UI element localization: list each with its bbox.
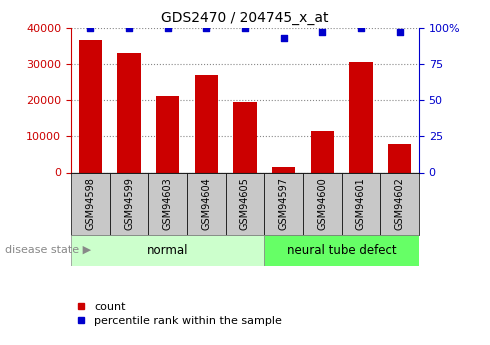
Text: GSM94605: GSM94605 <box>240 177 250 230</box>
Bar <box>187 172 226 235</box>
Point <box>396 29 404 35</box>
Bar <box>264 172 303 235</box>
Bar <box>118 53 141 172</box>
Bar <box>79 40 102 172</box>
Bar <box>233 102 257 172</box>
Bar <box>71 235 264 266</box>
Text: GSM94601: GSM94601 <box>356 177 366 230</box>
Point <box>164 25 171 30</box>
Bar <box>226 172 264 235</box>
Point <box>125 25 133 30</box>
Text: GSM94600: GSM94600 <box>318 177 327 230</box>
Bar <box>71 172 110 235</box>
Text: GSM94598: GSM94598 <box>85 177 96 230</box>
Bar <box>195 75 218 172</box>
Point <box>280 35 288 40</box>
Point <box>202 25 210 30</box>
Point <box>241 25 249 30</box>
Text: normal: normal <box>147 244 189 257</box>
Bar <box>380 172 419 235</box>
Text: GSM94602: GSM94602 <box>394 177 405 230</box>
Bar <box>264 235 419 266</box>
Legend: count, percentile rank within the sample: count, percentile rank within the sample <box>76 302 282 326</box>
Text: GSM94599: GSM94599 <box>124 177 134 230</box>
Bar <box>156 96 179 172</box>
Bar <box>349 62 372 172</box>
Text: GSM94597: GSM94597 <box>279 177 289 230</box>
Bar <box>342 172 380 235</box>
Bar <box>272 167 295 172</box>
Text: GSM94604: GSM94604 <box>201 177 211 230</box>
Bar <box>110 172 148 235</box>
Title: GDS2470 / 204745_x_at: GDS2470 / 204745_x_at <box>161 11 329 25</box>
Bar <box>311 131 334 172</box>
Bar <box>148 172 187 235</box>
Bar <box>303 172 342 235</box>
Point <box>86 25 94 30</box>
Text: neural tube defect: neural tube defect <box>287 244 396 257</box>
Text: disease state ▶: disease state ▶ <box>5 245 91 255</box>
Point <box>357 25 365 30</box>
Text: GSM94603: GSM94603 <box>163 177 172 230</box>
Bar <box>388 144 411 172</box>
Point <box>318 29 326 35</box>
